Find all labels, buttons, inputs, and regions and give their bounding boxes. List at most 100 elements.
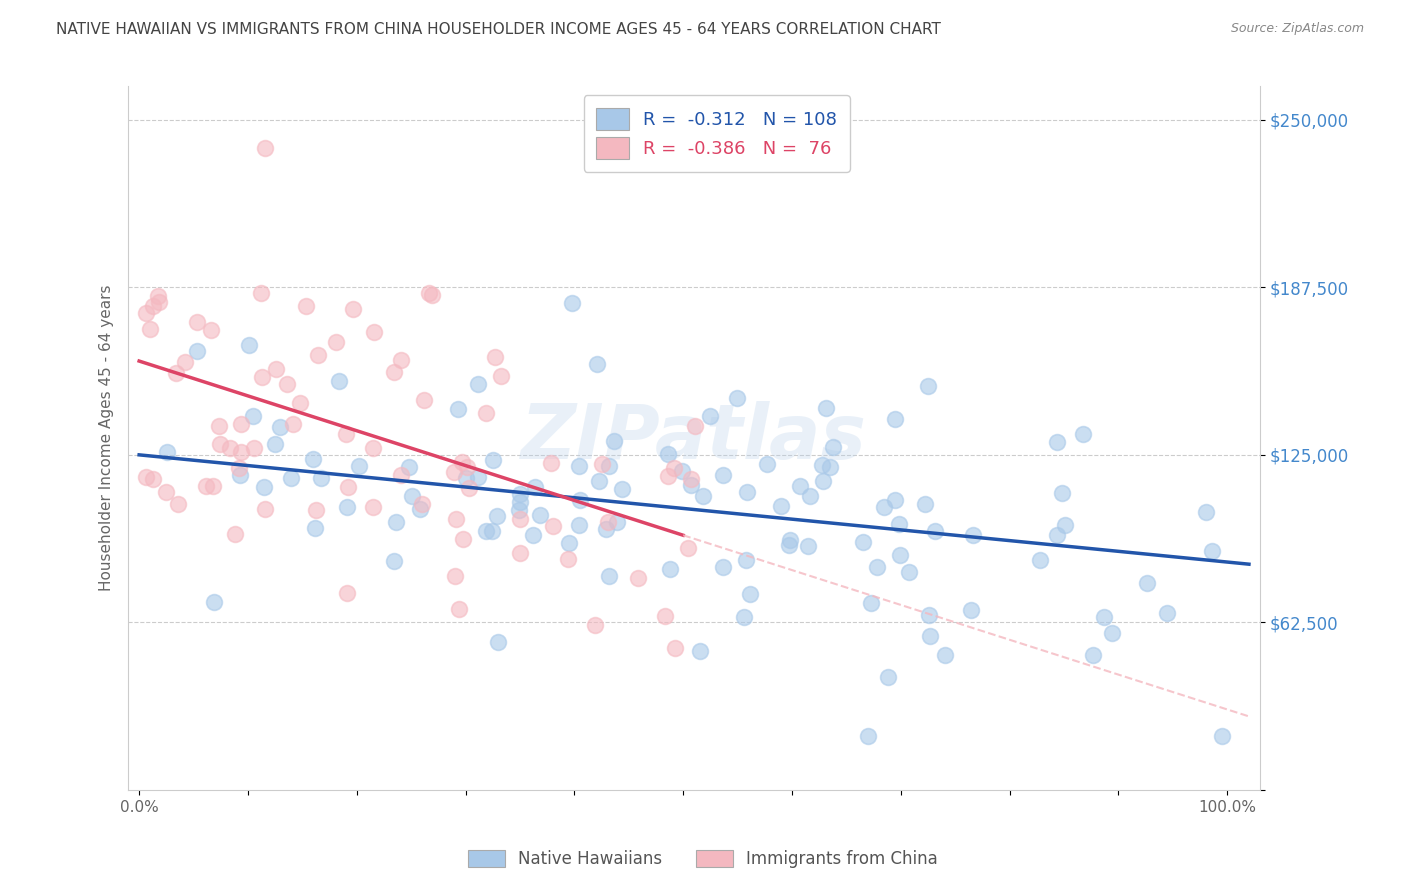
Point [238,338,260,352]
Point [304,521,326,535]
Point [142,299,165,313]
Point [711,467,734,482]
Point [873,500,896,514]
Point [231,445,253,459]
Point [591,457,613,471]
Point [770,499,793,513]
Point [884,492,907,507]
Point [657,446,679,460]
Point [1211,729,1233,743]
Point [659,562,682,576]
Point [309,471,332,485]
Point [509,512,531,526]
Point [876,670,898,684]
Point [859,597,882,611]
Point [485,508,508,523]
Point [568,518,591,533]
Point [679,478,702,492]
Point [799,489,821,503]
Point [725,391,748,405]
Point [253,141,276,155]
Point [917,378,939,392]
Point [1101,626,1123,640]
Point [588,474,610,488]
Point [389,353,412,368]
Point [280,471,302,485]
Point [209,437,232,451]
Point [1081,648,1104,662]
Point [779,533,801,547]
Point [689,644,711,658]
Point [148,288,170,302]
Point [1135,576,1157,591]
Point [294,299,316,313]
Point [509,546,531,560]
Point [934,648,956,662]
Point [342,301,364,316]
Legend: R =  -0.312   N = 108, R =  -0.386   N =  76: R = -0.312 N = 108, R = -0.386 N = 76 [583,95,849,172]
Point [568,493,591,508]
Point [595,522,617,536]
Point [224,526,246,541]
Point [420,288,443,302]
Point [447,401,470,416]
Point [1046,527,1069,541]
Point [186,344,208,359]
Point [671,464,693,478]
Point [229,417,252,431]
Point [450,455,472,469]
Point [418,286,440,301]
Point [733,609,755,624]
Point [336,585,359,599]
Point [1029,552,1052,566]
Point [823,440,845,454]
Point [541,518,564,533]
Point [484,350,506,364]
Point [664,641,686,656]
Point [1156,606,1178,620]
Point [167,497,190,511]
Point [228,461,250,475]
Point [797,539,820,553]
Point [456,471,478,485]
Point [811,458,834,472]
Point [1092,610,1115,624]
Point [413,392,436,407]
Point [898,565,921,579]
Point [1071,426,1094,441]
Point [389,468,412,483]
Point [711,560,734,574]
Point [305,503,328,517]
Point [336,500,359,515]
Point [135,306,157,320]
Text: NATIVE HAWAIIAN VS IMMIGRANTS FROM CHINA HOUSEHOLDER INCOME AGES 45 - 64 YEARS C: NATIVE HAWAIIAN VS IMMIGRANTS FROM CHINA… [56,22,941,37]
Point [139,322,162,336]
Point [508,503,530,517]
Point [962,528,984,542]
Point [509,487,531,501]
Point [598,516,620,530]
Point [250,369,273,384]
Point [453,532,475,546]
Point [811,474,834,488]
Point [467,376,489,391]
Point [335,427,357,442]
Point [363,325,385,339]
Point [583,618,606,632]
Point [924,524,946,538]
Point [603,434,626,448]
Point [918,607,941,622]
Point [253,501,276,516]
Point [486,635,509,649]
Point [889,548,911,562]
Point [676,541,699,555]
Point [142,472,165,486]
Point [382,365,405,379]
Point [914,497,936,511]
Point [1046,434,1069,449]
Point [735,484,758,499]
Point [856,729,879,743]
Point [186,315,208,329]
Text: ZIPatlas: ZIPatlas [522,401,868,475]
Point [361,441,384,455]
